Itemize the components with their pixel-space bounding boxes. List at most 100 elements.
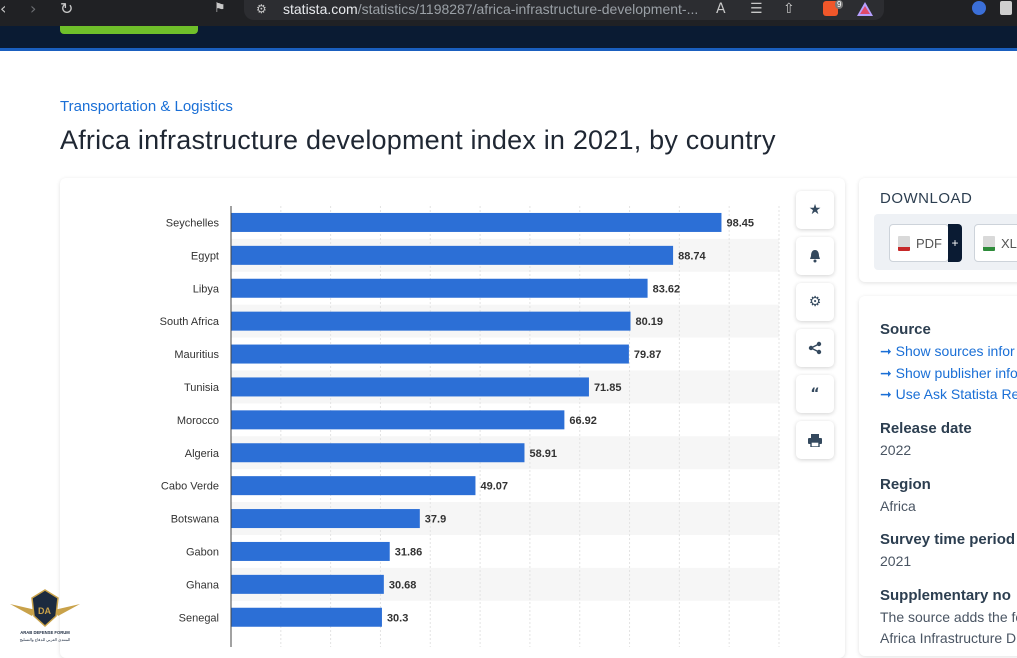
bar-seychelles	[231, 212, 722, 232]
notification-button[interactable]	[796, 237, 834, 275]
survey-period-heading: Survey time period	[880, 531, 1016, 548]
bar-senegal	[231, 607, 382, 627]
forum-watermark-logo: DA ARAB DEFENSE FORUM المنتدى العربي للد…	[10, 589, 80, 642]
category-label: Tunisia	[184, 382, 220, 394]
xls-file-icon	[983, 235, 995, 251]
category-label: Gabon	[186, 546, 219, 558]
watermark-mark: DA	[38, 606, 51, 616]
back-icon[interactable]: ‹	[0, 0, 7, 18]
supplementary-notes-heading: Supplementary no	[880, 587, 1011, 604]
breadcrumb[interactable]: Transportation & Logistics	[60, 98, 233, 115]
show-publisher-link[interactable]: ➞ Show publisher info	[880, 365, 1017, 381]
reader-mode-icon[interactable]: ☰	[750, 1, 763, 17]
cite-button[interactable]: “	[796, 375, 834, 413]
pdf-label: PDF	[916, 235, 942, 251]
category-label: Libya	[193, 283, 220, 295]
forward-icon[interactable]: ›	[30, 0, 37, 18]
ask-statista-link[interactable]: ➞ Use Ask Statista Re	[880, 386, 1017, 402]
url-host: statista.com	[283, 1, 358, 17]
bar-tunisia	[231, 377, 589, 397]
share-page-icon[interactable]: ⇧	[783, 1, 795, 17]
bar-algeria	[231, 443, 525, 463]
value-label: 80.19	[635, 316, 663, 328]
region-heading: Region	[880, 476, 931, 493]
value-label: 49.07	[480, 481, 508, 493]
header-accent-button[interactable]	[60, 26, 198, 34]
gear-icon: ⚙	[808, 294, 822, 310]
category-label: Morocco	[177, 415, 219, 427]
bar-libya	[231, 278, 648, 298]
brave-rewards-icon[interactable]	[857, 2, 873, 16]
supplementary-notes-text-2: Africa Infrastructure D	[880, 630, 1017, 646]
statistic-details-card	[859, 296, 1017, 656]
arrow-right-icon: ➞	[880, 386, 896, 402]
category-label: Ghana	[186, 579, 220, 591]
value-label: 66.92	[569, 415, 597, 427]
share-icon	[808, 341, 822, 355]
xls-download-button[interactable]: XL	[974, 224, 1017, 262]
extension-icon[interactable]	[972, 1, 986, 15]
survey-period-value: 2021	[880, 553, 912, 569]
bar-cabo-verde	[231, 476, 476, 496]
category-label: Botswana	[171, 514, 220, 526]
bar-chart: Seychelles 98.45 Egypt 88.74 Libya 83.62 South…	[160, 206, 780, 647]
pdf-download-button[interactable]: PDF	[889, 224, 949, 262]
value-label: 58.91	[529, 448, 557, 460]
bar-gabon	[231, 541, 390, 561]
bar-ghana	[231, 574, 384, 594]
supplementary-notes-text: The source adds the fo	[880, 609, 1017, 625]
pdf-file-icon	[898, 235, 910, 251]
category-label: Cabo Verde	[161, 481, 219, 493]
bar-morocco	[231, 410, 565, 430]
value-label: 98.45	[726, 217, 754, 229]
bar-south-africa	[231, 311, 631, 331]
watermark-line2: المنتدى العربي للدفاع والتسليح	[20, 637, 71, 642]
page-title: Africa infrastructure development index …	[60, 125, 776, 155]
value-label: 37.9	[425, 514, 446, 526]
category-label: Algeria	[185, 448, 220, 460]
bar-egypt	[231, 245, 674, 265]
category-label: South Africa	[160, 316, 220, 328]
url-text[interactable]: statista.com/statistics/1198287/africa-i…	[283, 0, 698, 18]
value-label: 79.87	[634, 349, 662, 361]
category-label: Egypt	[191, 250, 219, 262]
site-header	[0, 26, 1017, 49]
watermark-line1: ARAB DEFENSE FORUM	[20, 630, 70, 635]
bar-botswana	[231, 509, 420, 529]
source-heading: Source	[880, 321, 931, 338]
quote-icon: “	[810, 386, 820, 402]
address-bar[interactable]	[244, 0, 884, 20]
download-indicator-icon[interactable]	[1000, 1, 1012, 15]
bookmark-icon[interactable]: ⚑	[214, 1, 226, 16]
category-label: Senegal	[179, 612, 219, 624]
print-button[interactable]	[796, 421, 834, 459]
arrow-right-icon: ➞	[880, 365, 896, 381]
settings-button[interactable]: ⚙	[796, 283, 834, 321]
value-label: 31.86	[395, 546, 423, 558]
show-sources-link[interactable]: ➞ Show sources infor	[880, 343, 1015, 359]
pdf-plus-button[interactable]: +	[948, 224, 962, 262]
value-label: 30.68	[389, 579, 417, 591]
site-settings-icon[interactable]: ⚙	[256, 2, 267, 16]
header-divider	[0, 48, 1017, 51]
release-date-value: 2022	[880, 442, 912, 458]
value-label: 88.74	[678, 250, 706, 262]
value-label: 30.3	[387, 612, 408, 624]
brave-shield-icon[interactable]	[823, 1, 838, 16]
download-title: DOWNLOAD	[880, 190, 973, 207]
value-label: 83.62	[653, 283, 681, 295]
bell-icon	[810, 250, 820, 263]
release-date-heading: Release date	[880, 420, 972, 437]
favorite-button[interactable]: ★	[796, 191, 834, 229]
star-icon: ★	[808, 202, 822, 218]
value-label: 71.85	[594, 382, 622, 394]
category-label: Mauritius	[174, 349, 219, 361]
url-path: /statistics/1198287/africa-infrastructur…	[357, 1, 699, 17]
bar-mauritius	[231, 344, 629, 364]
reload-icon[interactable]: ↻	[60, 0, 74, 18]
print-icon	[808, 433, 822, 447]
region-value: Africa	[880, 498, 916, 514]
xls-label: XL	[1001, 235, 1017, 251]
translate-icon[interactable]: A	[716, 1, 726, 17]
share-button[interactable]	[796, 329, 834, 367]
